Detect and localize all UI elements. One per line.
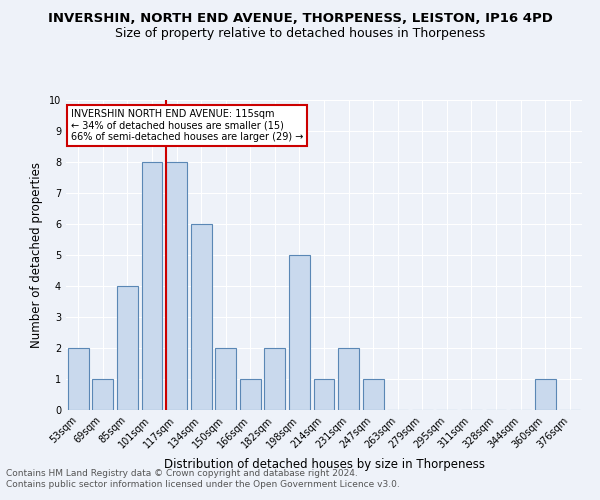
Bar xyxy=(166,162,187,410)
Bar xyxy=(240,379,261,410)
Bar xyxy=(362,379,383,410)
Bar xyxy=(142,162,163,410)
Text: Contains public sector information licensed under the Open Government Licence v3: Contains public sector information licen… xyxy=(6,480,400,489)
Y-axis label: Number of detached properties: Number of detached properties xyxy=(31,162,43,348)
Bar xyxy=(68,348,89,410)
Bar xyxy=(289,255,310,410)
Text: Size of property relative to detached houses in Thorpeness: Size of property relative to detached ho… xyxy=(115,28,485,40)
Bar xyxy=(535,379,556,410)
Text: INVERSHIN, NORTH END AVENUE, THORPENESS, LEISTON, IP16 4PD: INVERSHIN, NORTH END AVENUE, THORPENESS,… xyxy=(47,12,553,26)
X-axis label: Distribution of detached houses by size in Thorpeness: Distribution of detached houses by size … xyxy=(163,458,485,471)
Bar xyxy=(314,379,334,410)
Bar xyxy=(117,286,138,410)
Bar xyxy=(92,379,113,410)
Text: Contains HM Land Registry data © Crown copyright and database right 2024.: Contains HM Land Registry data © Crown c… xyxy=(6,468,358,477)
Bar xyxy=(191,224,212,410)
Bar xyxy=(215,348,236,410)
Bar xyxy=(338,348,359,410)
Bar xyxy=(265,348,286,410)
Text: INVERSHIN NORTH END AVENUE: 115sqm
← 34% of detached houses are smaller (15)
66%: INVERSHIN NORTH END AVENUE: 115sqm ← 34%… xyxy=(71,110,304,142)
